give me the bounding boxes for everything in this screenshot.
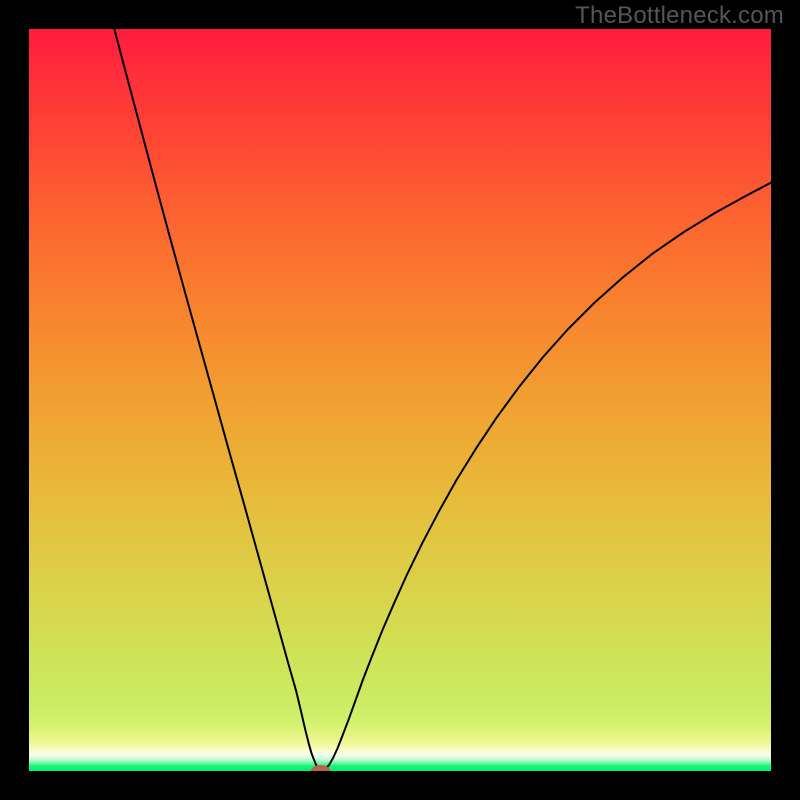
chart-svg <box>29 29 771 771</box>
chart-frame: TheBottleneck.com <box>0 0 800 800</box>
watermark-text: TheBottleneck.com <box>575 2 784 30</box>
gradient-background <box>29 29 771 771</box>
plot-area <box>29 29 771 771</box>
